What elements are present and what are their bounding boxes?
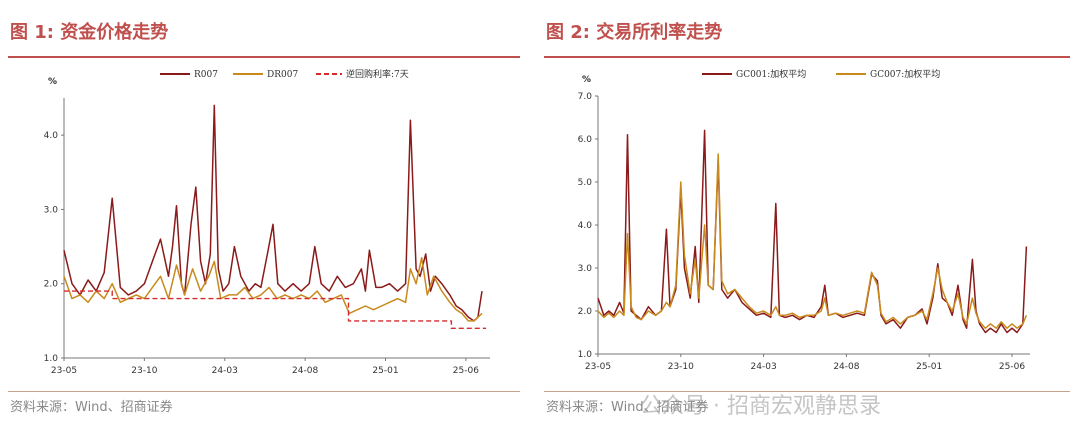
x-tick-label: 24-08: [292, 366, 318, 376]
y-tick-label: 5.0: [578, 178, 593, 188]
figure-1-chart: % 1.0 2.0 3.0 4.0 23-05 23-10 24-03 24-08 25-01 25…: [44, 68, 490, 376]
y-tick-label: 2.0: [578, 307, 593, 317]
figure-1-title-rule: [8, 56, 520, 58]
series-line-0: [63, 104, 483, 322]
y-axis-unit-label: %: [582, 75, 591, 85]
x-tick-label: 25-01: [916, 362, 942, 372]
x-tick-label: 24-08: [833, 362, 859, 372]
x-tick-label: 24-03: [751, 362, 777, 372]
y-tick-label: 7.0: [578, 92, 593, 102]
x-tick-label: 23-05: [51, 366, 77, 376]
legend-label-1: DR007: [267, 70, 298, 80]
watermark: 公众号 · 招商宏观静思录: [640, 394, 881, 419]
y-tick-label: 1.0: [578, 350, 593, 360]
figure-2-chart: % 1.0 2.0 3.0 4.0 5.0 6.0 7.0 23-05 23-10 24-03 24-…: [578, 68, 1030, 372]
x-tick-label: 24-03: [212, 366, 238, 376]
x-tick-label: 23-05: [585, 362, 611, 372]
y-tick-label: 4.0: [578, 221, 593, 231]
figure-2-panel: 图 2: 交易所利率走势 % 1.0 2.0 3.0 4.0 5.0 6.0 7.0 23-05…: [536, 0, 1080, 444]
x-tick-label: 23-10: [668, 362, 694, 372]
figure-2-title: 图 2: 交易所利率走势: [546, 22, 723, 43]
series-line-1: [63, 256, 483, 322]
x-tick-label: 25-06: [999, 362, 1025, 372]
figure-2-title-rule: [544, 56, 1070, 58]
y-tick-label: 3.0: [44, 205, 59, 215]
legend-label-0: GC001:加权平均: [736, 68, 806, 80]
figure-1-panel: 图 1: 资金价格走势 % 1.0 2.0 3.0 4.0 23-05 23-10 24-03…: [0, 0, 530, 444]
y-tick-label: 6.0: [578, 135, 593, 145]
figure-1-title: 图 1: 资金价格走势: [10, 22, 169, 43]
figure-1-source: 资料来源：Wind、招商证券: [10, 400, 173, 415]
series-line-0: [597, 129, 1028, 334]
legend-label-2: 逆回购利率:7天: [346, 68, 409, 80]
series-line-1: [597, 153, 1028, 329]
figure-1-source-rule: [8, 391, 520, 392]
y-tick-label: 2.0: [44, 280, 59, 290]
x-tick-label: 23-10: [131, 366, 157, 376]
y-tick-label: 4.0: [44, 131, 59, 141]
figure-2-source-rule: [544, 391, 1070, 392]
y-tick-label: 1.0: [44, 354, 59, 364]
legend-label-1: GC007:加权平均: [870, 68, 940, 80]
y-tick-label: 3.0: [578, 264, 593, 274]
series-line-2: [64, 290, 486, 329]
x-tick-label: 25-06: [453, 366, 479, 376]
figure-2-source: 资料来源：Wind、招商证券: [546, 400, 709, 415]
y-axis-unit-label: %: [48, 77, 57, 87]
x-tick-label: 25-01: [372, 366, 398, 376]
legend-label-0: R007: [194, 70, 218, 80]
